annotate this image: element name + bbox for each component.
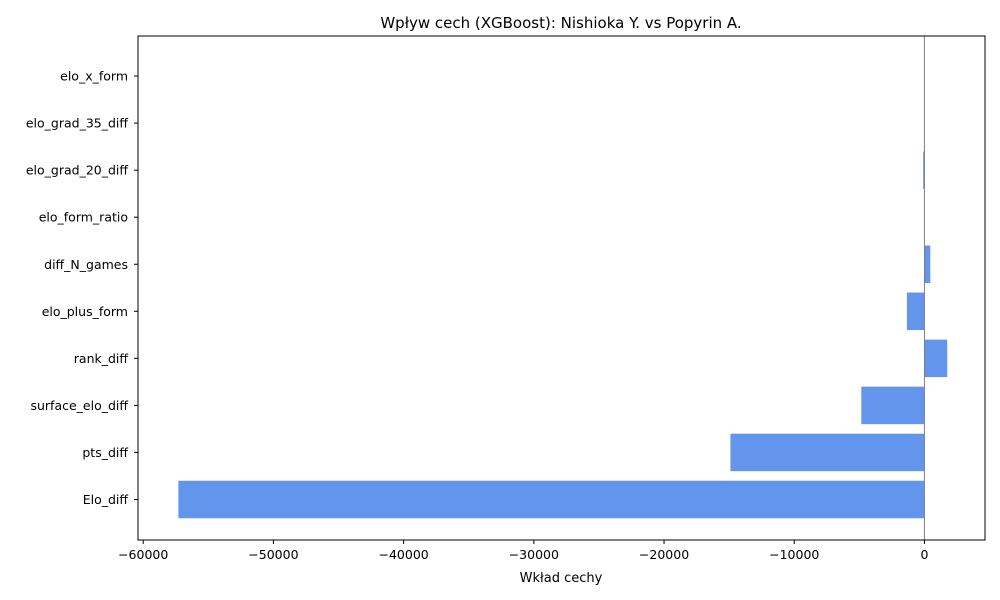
plot-frame <box>137 35 986 541</box>
y-axis: Elo_diff pts_diff surface_elo_diff rank_dif… <box>26 69 138 507</box>
x-tick-label: −60000 <box>118 547 168 562</box>
bar-rank-diff <box>924 339 948 378</box>
bar-elo-grad-20-diff <box>923 151 925 189</box>
x-axis-label: Wkład cechy <box>520 571 603 586</box>
y-tick-label: elo_plus_form <box>42 304 128 319</box>
x-tick-label: −20000 <box>639 547 689 562</box>
x-tick-label: 0 <box>920 547 928 562</box>
x-tick-label: −30000 <box>509 547 559 562</box>
bar-surface-elo-diff <box>861 386 925 425</box>
y-tick-label: rank_diff <box>74 351 129 366</box>
y-tick-label: pts_diff <box>82 445 128 460</box>
y-tick-label: elo_grad_35_diff <box>26 116 129 131</box>
y-tick-label: diff_N_games <box>44 257 128 272</box>
x-tick-label: −50000 <box>248 547 298 562</box>
bars-group <box>178 151 948 519</box>
bar-elo-plus-form <box>906 292 925 331</box>
x-tick-label: −10000 <box>769 547 819 562</box>
y-tick-label: elo_grad_20_diff <box>26 163 129 178</box>
bar-diff-n-games <box>924 245 931 283</box>
chart-title: Wpływ cech (XGBoost): Nishioka Y. vs Pop… <box>380 14 741 32</box>
y-tick-label: surface_elo_diff <box>30 398 128 413</box>
x-tick-label: −40000 <box>378 547 428 562</box>
y-tick-label: elo_form_ratio <box>39 210 128 225</box>
bar-elo-diff <box>178 480 925 519</box>
y-tick-label: Elo_diff <box>83 492 129 507</box>
x-axis: −60000 −50000 −40000 −30000 −20000 −10000 0 <box>118 540 928 562</box>
y-tick-label: elo_x_form <box>60 69 128 84</box>
bar-pts-diff <box>730 433 925 472</box>
